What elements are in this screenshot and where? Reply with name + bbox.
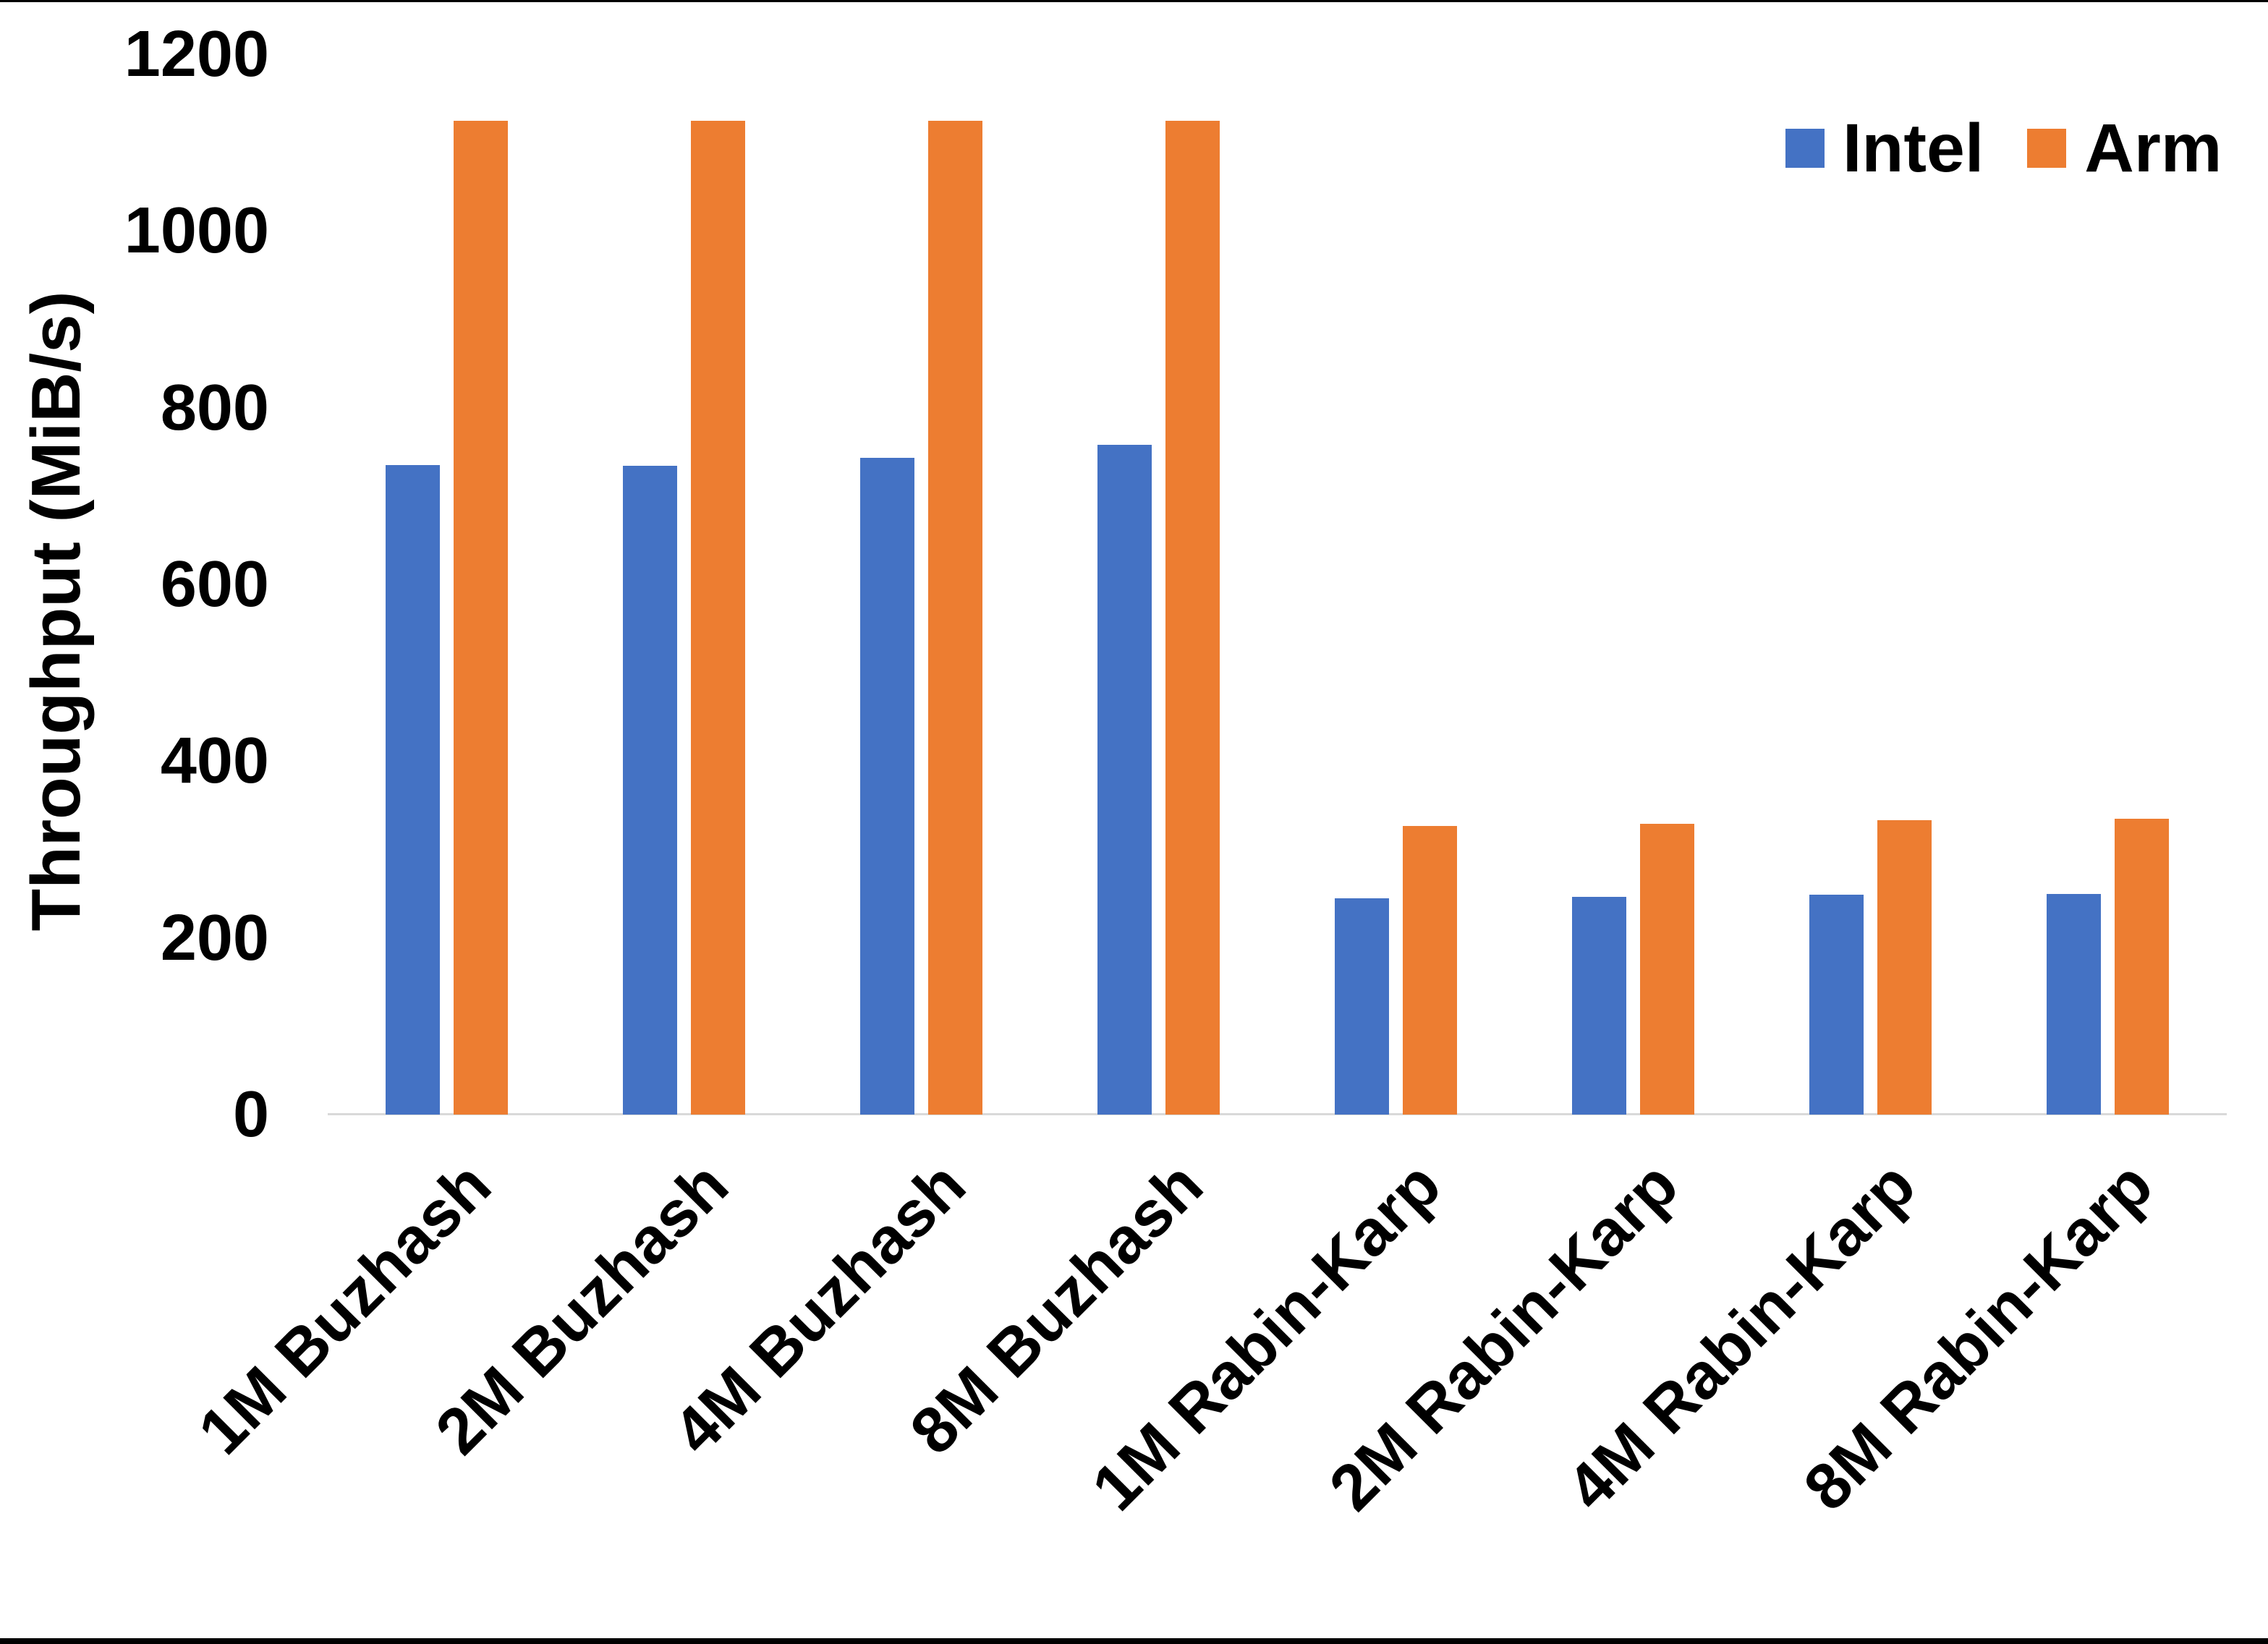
y-axis-tick-label-1000: 1000: [124, 195, 269, 268]
bar-intel-2m-buzhash: [622, 466, 677, 1115]
y-axis-tick-label-0: 0: [232, 1078, 269, 1151]
bar-intel-4m-buzhash: [859, 458, 914, 1115]
arm-series-swatch: [2027, 129, 2067, 168]
bar-arm-1m-buzhash: [453, 120, 508, 1115]
legend-item-intel: Intel: [1785, 108, 1984, 188]
bar-arm-2m-buzhash: [690, 120, 745, 1115]
bar-arm-8m-rabin-karp: [2115, 818, 2170, 1115]
bar-intel-1m-rabin-karp: [1335, 898, 1390, 1115]
y-axis-tick-label-800: 800: [160, 371, 269, 444]
y-axis-tick-label-200: 200: [160, 901, 269, 974]
bar-arm-2m-rabin-karp: [1640, 824, 1695, 1115]
intel-series-swatch: [1785, 129, 1825, 168]
bar-arm-8m-buzhash: [1165, 120, 1220, 1115]
legend-label-intel: Intel: [1843, 110, 1984, 187]
bar-arm-1m-rabin-karp: [1403, 825, 1458, 1115]
legend-item-arm: Arm: [2027, 108, 2222, 188]
top-frame-edge: [0, 0, 2268, 2]
y-axis-tick-label-600: 600: [160, 548, 269, 621]
bar-intel-2m-rabin-karp: [1572, 897, 1627, 1115]
x-axis-baseline: [328, 1113, 2227, 1115]
bar-arm-4m-rabin-karp: [1877, 820, 1932, 1115]
bar-intel-8m-rabin-karp: [2047, 893, 2102, 1115]
legend-label-arm: Arm: [2084, 110, 2222, 187]
bar-intel-8m-buzhash: [1097, 444, 1152, 1115]
bar-arm-4m-buzhash: [927, 120, 982, 1115]
y-axis-tick-label-1200: 1200: [124, 18, 269, 90]
bar-intel-1m-buzhash: [385, 465, 440, 1115]
bar-intel-4m-rabin-karp: [1809, 894, 1864, 1115]
legend: Intel Arm: [1785, 108, 2222, 188]
bottom-frame-edge: [0, 1638, 2268, 1644]
y-axis-tick-label-400: 400: [160, 725, 269, 798]
